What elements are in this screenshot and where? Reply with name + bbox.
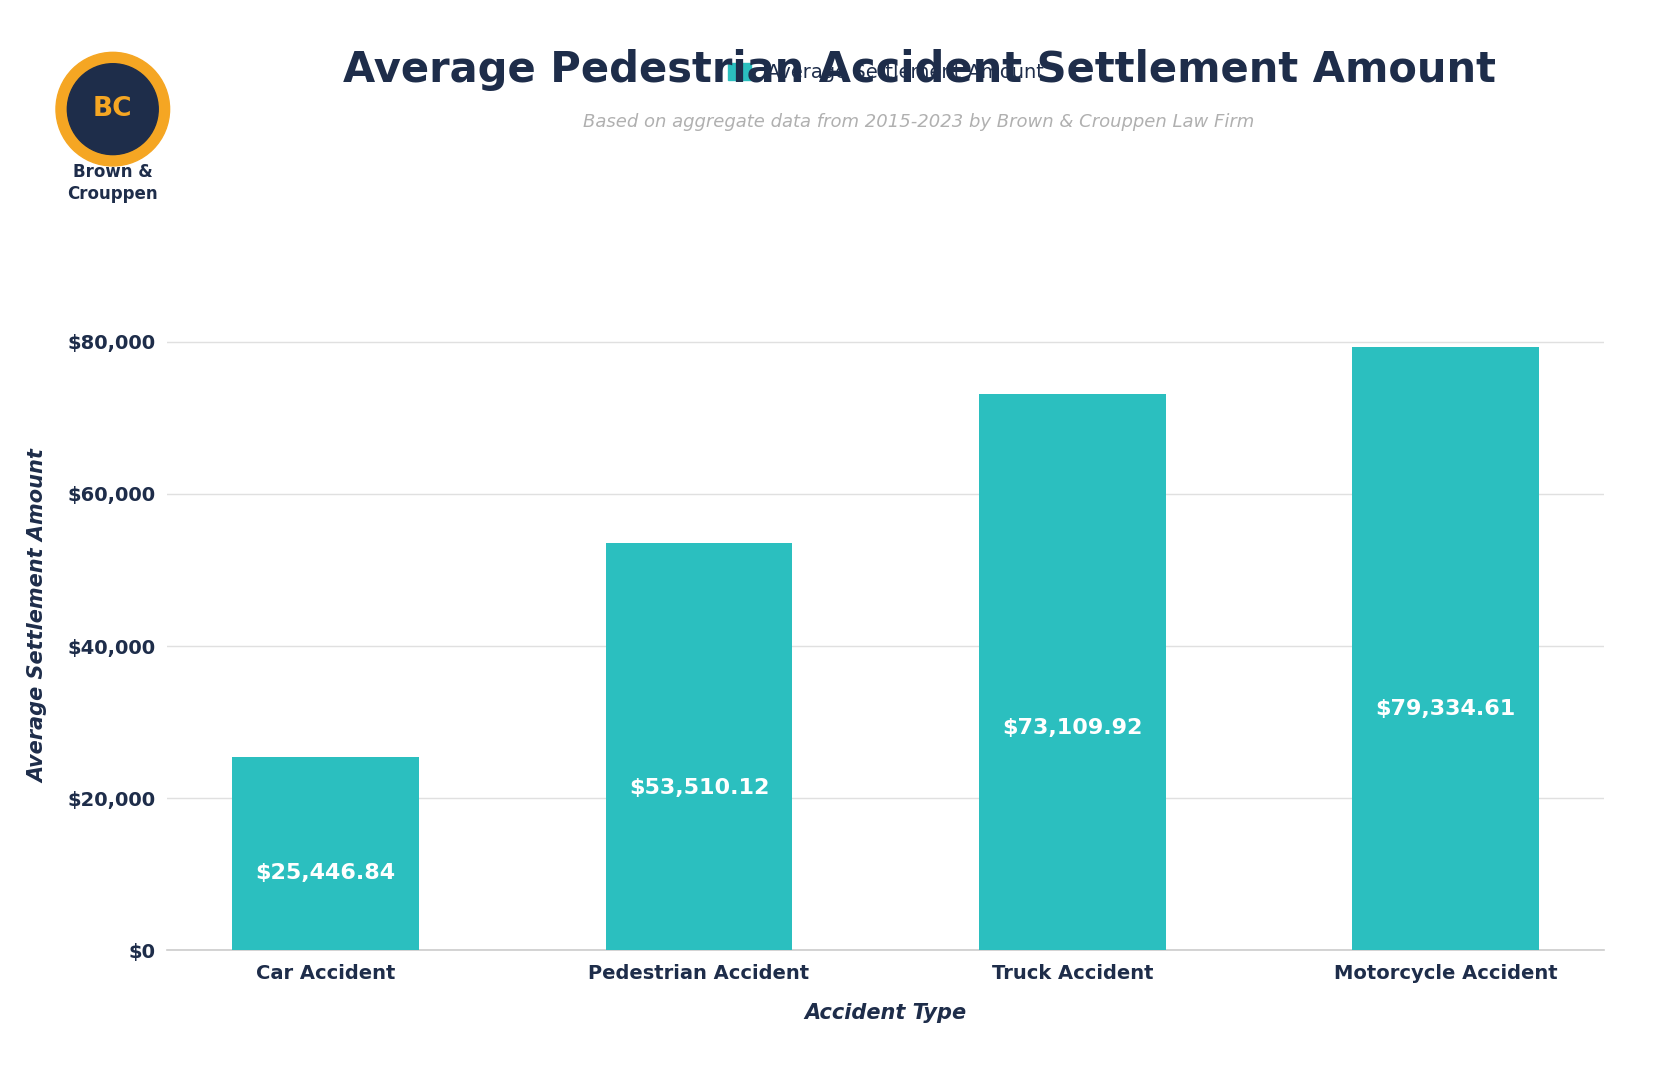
Text: $79,334.61: $79,334.61 [1375,699,1516,719]
Bar [605,543,792,950]
Bar [232,757,419,950]
Text: Brown &
Crouppen: Brown & Crouppen [67,163,159,203]
Text: $25,446.84: $25,446.84 [256,863,396,883]
Text: BC: BC [94,96,132,122]
Circle shape [67,64,159,154]
Bar [979,394,1166,950]
Legend: Average Settlement Amount: Average Settlement Amount [729,63,1043,82]
Text: $73,109.92: $73,109.92 [1003,718,1143,738]
Text: Based on aggregate data from 2015-2023 by Brown & Crouppen Law Firm: Based on aggregate data from 2015-2023 b… [583,113,1255,132]
Text: $53,510.12: $53,510.12 [628,778,769,797]
Text: Average Pedestrian Accident Settlement Amount: Average Pedestrian Accident Settlement A… [343,49,1496,91]
X-axis label: Accident Type: Accident Type [804,1002,968,1023]
Bar [1352,347,1539,950]
Y-axis label: Average Settlement Amount: Average Settlement Amount [28,448,48,783]
Circle shape [57,52,170,166]
